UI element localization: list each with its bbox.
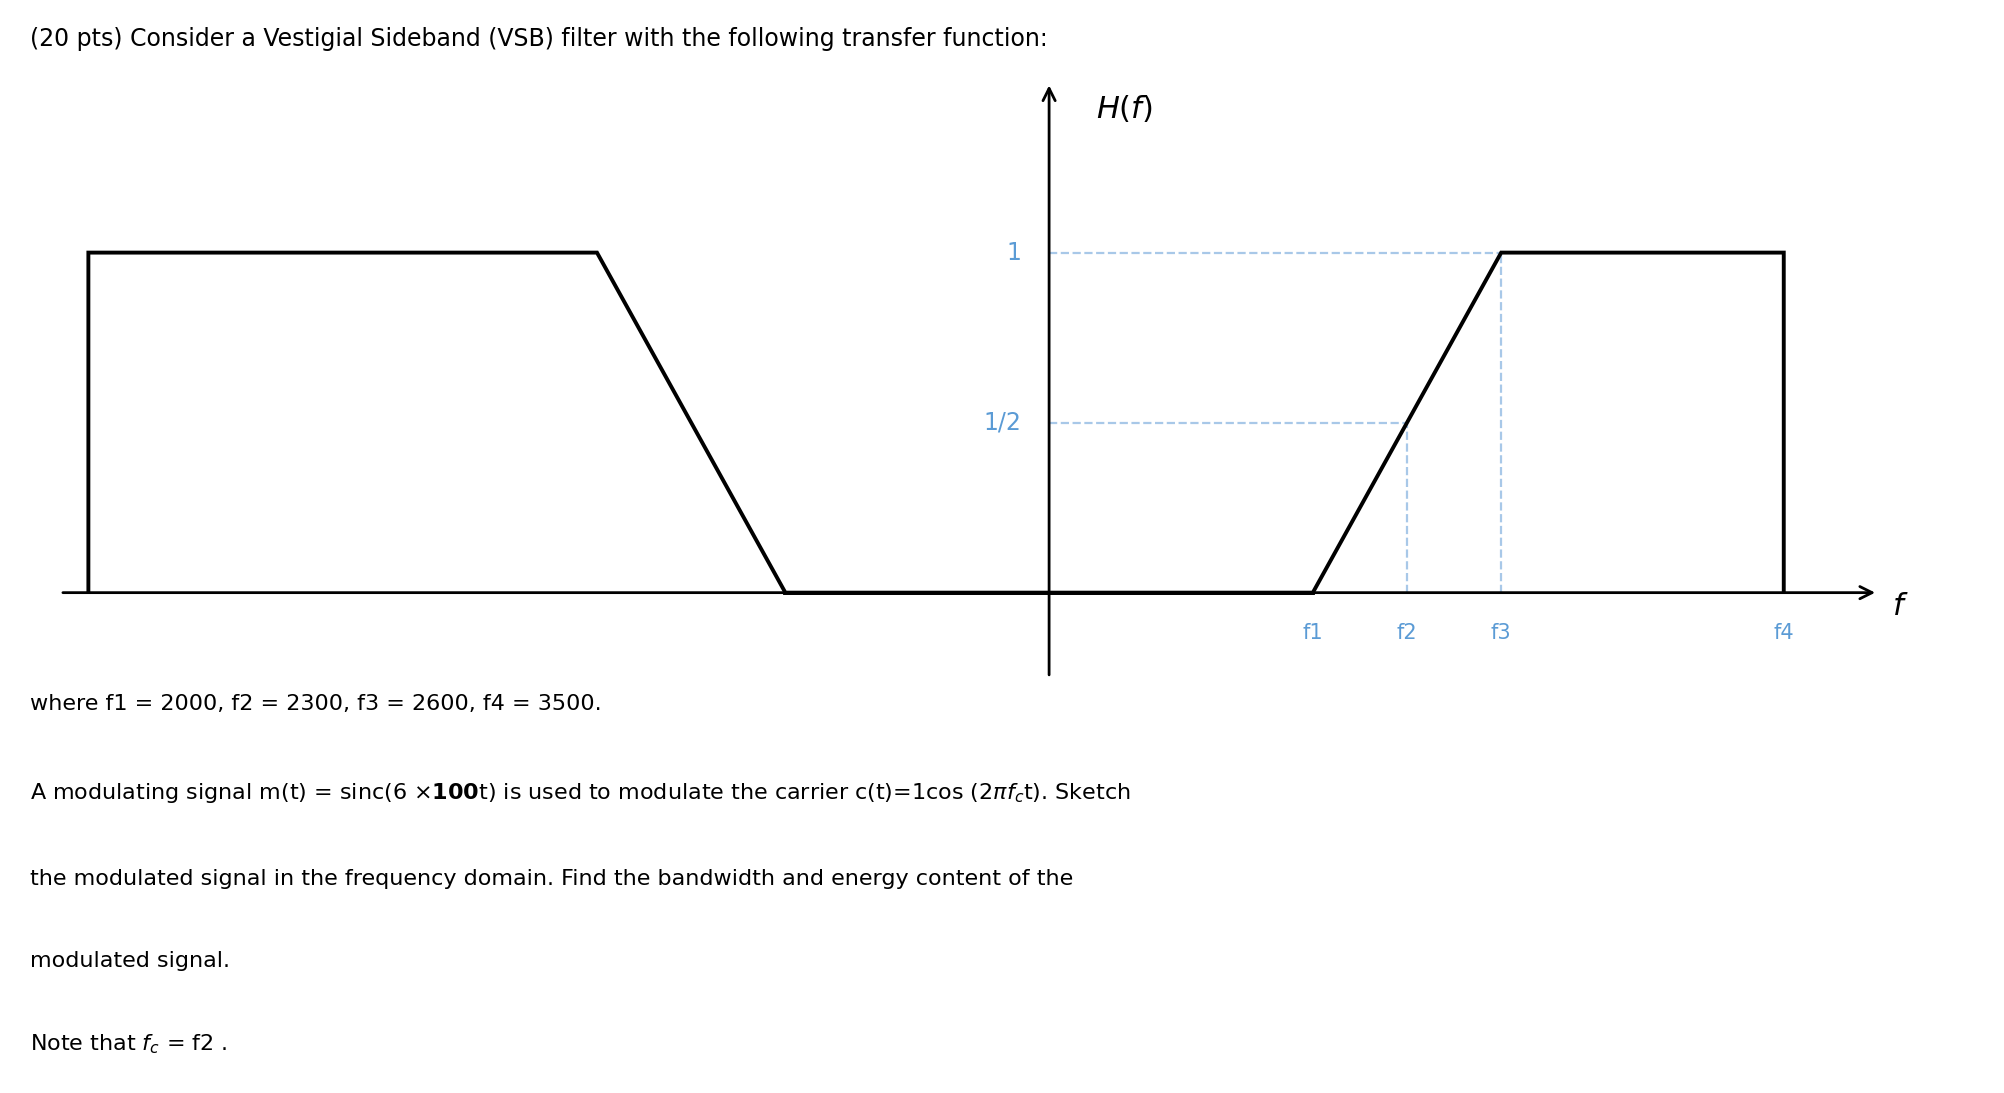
Text: 1: 1 — [1006, 240, 1020, 265]
Text: Note that $f_c$ = f2 .: Note that $f_c$ = f2 . — [30, 1033, 228, 1057]
Text: $\mathit{H(f)}$: $\mathit{H(f)}$ — [1096, 93, 1152, 124]
Text: the modulated signal in the frequency domain. Find the bandwidth and energy cont: the modulated signal in the frequency do… — [30, 869, 1074, 889]
Text: where f1 = 2000, f2 = 2300, f3 = 2600, f4 = 3500.: where f1 = 2000, f2 = 2300, f3 = 2600, f… — [30, 694, 601, 714]
Text: 1/2: 1/2 — [984, 411, 1020, 435]
Text: f4: f4 — [1774, 623, 1794, 644]
Text: $\mathit{f}$: $\mathit{f}$ — [1892, 591, 1908, 621]
Text: f2: f2 — [1397, 623, 1417, 644]
Text: (20 pts) Consider a Vestigial Sideband (VSB) filter with the following transfer : (20 pts) Consider a Vestigial Sideband (… — [30, 27, 1048, 51]
Text: modulated signal.: modulated signal. — [30, 951, 230, 971]
Text: f1: f1 — [1303, 623, 1323, 644]
Text: A modulating signal m(t) = sinc(6 $\times\mathbf{100}$t) is used to modulate the: A modulating signal m(t) = sinc(6 $\time… — [30, 781, 1130, 806]
Text: f3: f3 — [1491, 623, 1511, 644]
